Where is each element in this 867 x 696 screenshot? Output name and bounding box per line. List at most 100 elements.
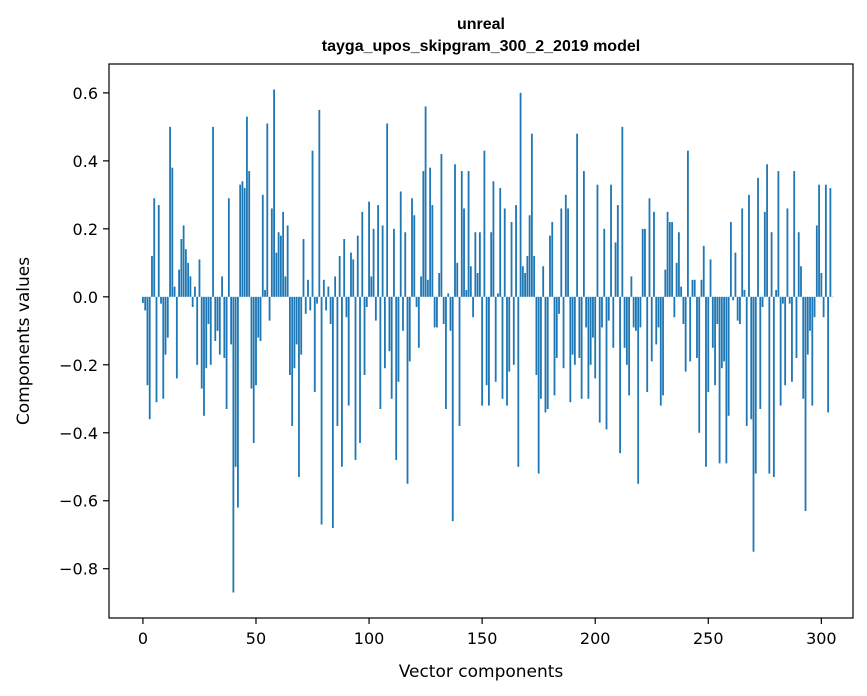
x-tick-label: 150 — [467, 629, 498, 648]
bar-139 — [456, 262, 459, 297]
bar-191 — [573, 296, 576, 365]
bar-197 — [587, 296, 590, 399]
bar-86 — [336, 296, 339, 426]
bar-282 — [779, 296, 782, 406]
y-axis-ticks: −0.8 −0.6 −0.4 −0.2 0.0 0.2 0.4 0.6 — [59, 84, 109, 579]
bar-193 — [578, 296, 581, 358]
bar-260 — [729, 222, 732, 297]
bar-303 — [827, 296, 830, 413]
bar-286 — [788, 296, 791, 304]
y-tick-label: −0.6 — [59, 492, 98, 511]
bar-298 — [815, 225, 818, 297]
bar-175 — [537, 296, 540, 474]
bar-147 — [474, 232, 477, 297]
bar-92 — [350, 252, 352, 297]
y-tick-label: 0.6 — [73, 84, 98, 103]
bar-146 — [472, 296, 474, 318]
bar-74 — [309, 296, 312, 311]
x-tick-label: 200 — [580, 629, 611, 648]
bar-192 — [576, 133, 579, 297]
bar-16 — [178, 269, 181, 297]
y-tick-label: 0.4 — [73, 152, 98, 171]
bar-287 — [791, 296, 793, 382]
bar-35 — [221, 276, 223, 297]
bar-238 — [680, 286, 683, 297]
bar-229 — [659, 296, 662, 406]
bar-249 — [705, 296, 707, 467]
bar-64 — [286, 225, 289, 297]
bar-216 — [630, 276, 633, 297]
x-tick-label: 300 — [806, 629, 837, 648]
y-tick-label: −0.8 — [59, 560, 98, 579]
bar-231 — [664, 269, 667, 297]
bar-31 — [212, 126, 214, 297]
bar-110 — [390, 296, 393, 399]
bar-295 — [809, 296, 811, 331]
bar-226 — [653, 211, 655, 297]
bar-107 — [383, 296, 386, 369]
bar-111 — [393, 228, 395, 297]
bar-53 — [261, 194, 264, 297]
bar-248 — [702, 245, 705, 297]
bar-116 — [404, 232, 407, 297]
y-tick-label: 0.0 — [73, 288, 98, 307]
bar-228 — [657, 296, 660, 328]
bar-166 — [517, 296, 520, 467]
bar-215 — [628, 296, 631, 396]
bar-284 — [784, 296, 787, 386]
bar-230 — [662, 296, 664, 396]
bar-5 — [153, 198, 156, 297]
bar-187 — [564, 194, 567, 297]
bar-9 — [162, 296, 165, 399]
bar-15 — [175, 296, 178, 379]
bar-2 — [146, 296, 149, 386]
bar-160 — [503, 208, 506, 297]
bar-171 — [528, 215, 531, 297]
bar-0 — [142, 296, 144, 303]
bar-245 — [696, 296, 698, 358]
bar-69 — [298, 296, 300, 477]
bar-297 — [813, 296, 816, 318]
bar-145 — [469, 266, 472, 297]
bar-4 — [151, 256, 153, 297]
bar-155 — [492, 181, 495, 297]
bar-67 — [293, 296, 296, 369]
bar-212 — [621, 126, 624, 297]
bar-273 — [759, 296, 762, 409]
bar-137 — [451, 296, 454, 522]
bar-73 — [307, 279, 309, 297]
bar-28 — [205, 296, 208, 369]
bar-225 — [650, 296, 653, 362]
bar-235 — [673, 296, 676, 318]
bar-29 — [207, 296, 210, 325]
bar-102 — [372, 228, 375, 297]
bar-241 — [687, 150, 689, 297]
bar-195 — [582, 171, 585, 297]
x-tick-label: 0 — [138, 629, 148, 648]
bar-188 — [567, 208, 569, 297]
bar-267 — [745, 296, 748, 426]
bar-283 — [781, 296, 784, 304]
bar-46 — [246, 116, 248, 297]
bar-179 — [546, 296, 549, 409]
bar-289 — [795, 296, 798, 358]
bar-133 — [442, 296, 445, 325]
bar-108 — [386, 123, 389, 297]
bar-62 — [282, 211, 285, 297]
bar-148 — [476, 273, 479, 297]
bar-177 — [542, 266, 545, 297]
bar-174 — [535, 296, 538, 375]
bar-220 — [639, 296, 642, 328]
bar-246 — [698, 296, 701, 433]
bar-43 — [239, 184, 242, 297]
bar-40 — [232, 296, 235, 593]
bar-series — [142, 89, 834, 593]
bar-255 — [718, 296, 721, 464]
bar-143 — [465, 290, 468, 297]
bar-272 — [757, 177, 759, 297]
bar-296 — [811, 296, 814, 406]
bar-150 — [481, 296, 484, 406]
bar-247 — [700, 279, 703, 297]
bar-262 — [734, 252, 737, 297]
